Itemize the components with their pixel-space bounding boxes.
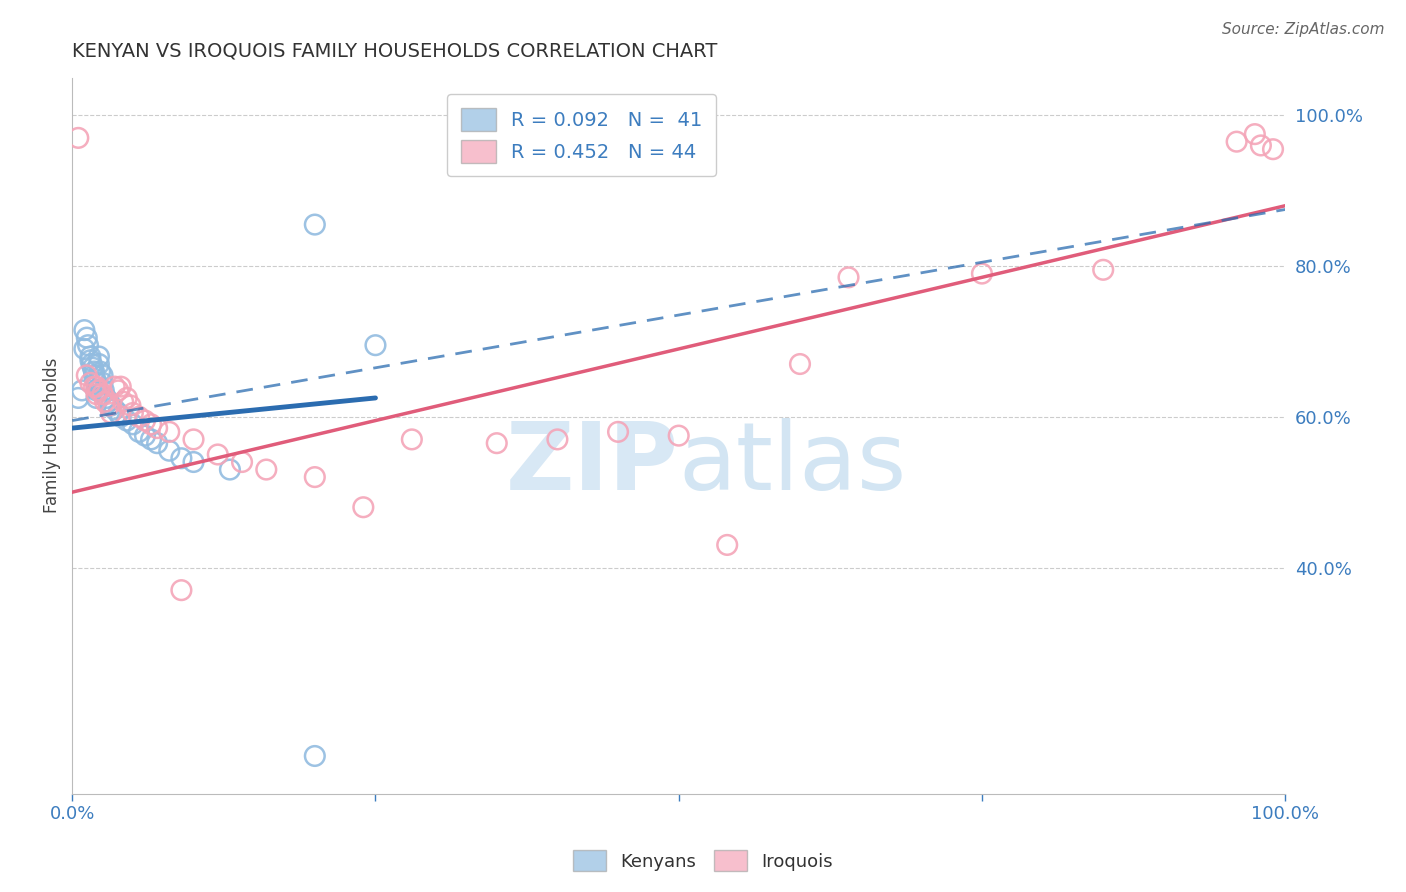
- Point: [97, 394, 120, 409]
- Point: [304, 470, 326, 484]
- Point: [170, 451, 193, 466]
- Point: [219, 462, 242, 476]
- Point: [157, 425, 180, 439]
- Point: [79, 376, 101, 390]
- Point: [67, 131, 90, 145]
- Point: [110, 409, 132, 424]
- Point: [87, 384, 110, 398]
- Point: [115, 391, 138, 405]
- Point: [128, 425, 150, 439]
- Point: [104, 402, 127, 417]
- Point: [83, 365, 105, 379]
- Point: [146, 436, 169, 450]
- Point: [170, 583, 193, 598]
- Point: [76, 331, 98, 345]
- Point: [86, 391, 108, 405]
- Point: [70, 384, 93, 398]
- Point: [84, 372, 107, 386]
- Point: [86, 376, 108, 390]
- Point: [1250, 138, 1272, 153]
- Point: [86, 379, 108, 393]
- Point: [86, 387, 108, 401]
- Legend: Kenyans, Iroquois: Kenyans, Iroquois: [567, 843, 839, 879]
- Point: [89, 365, 111, 379]
- Point: [837, 270, 859, 285]
- Text: Source: ZipAtlas.com: Source: ZipAtlas.com: [1222, 22, 1385, 37]
- Point: [1092, 262, 1115, 277]
- Point: [86, 384, 108, 398]
- Point: [67, 391, 90, 405]
- Point: [96, 391, 118, 405]
- Point: [91, 387, 114, 401]
- Point: [79, 350, 101, 364]
- Point: [91, 368, 114, 383]
- Point: [79, 353, 101, 368]
- Point: [183, 455, 205, 469]
- Point: [1261, 142, 1284, 156]
- Point: [87, 350, 110, 364]
- Legend: R = 0.092   N =  41, R = 0.452   N = 44: R = 0.092 N = 41, R = 0.452 N = 44: [447, 95, 716, 177]
- Point: [87, 357, 110, 371]
- Point: [112, 394, 135, 409]
- Point: [254, 462, 277, 476]
- Point: [77, 338, 100, 352]
- Point: [115, 413, 138, 427]
- Point: [83, 379, 105, 393]
- Point: [146, 421, 169, 435]
- Point: [107, 406, 129, 420]
- Point: [134, 428, 156, 442]
- Point: [73, 342, 96, 356]
- Point: [716, 538, 738, 552]
- Point: [80, 357, 103, 371]
- Point: [104, 379, 127, 393]
- Point: [128, 409, 150, 424]
- Point: [546, 433, 568, 447]
- Text: ZIP: ZIP: [506, 418, 679, 510]
- Point: [183, 433, 205, 447]
- Point: [139, 433, 162, 447]
- Point: [1243, 127, 1265, 141]
- Point: [668, 428, 690, 442]
- Text: atlas: atlas: [679, 418, 907, 510]
- Point: [207, 448, 229, 462]
- Point: [607, 425, 630, 439]
- Point: [91, 376, 114, 390]
- Point: [82, 360, 104, 375]
- Point: [134, 413, 156, 427]
- Point: [352, 500, 374, 515]
- Point: [110, 379, 132, 393]
- Point: [120, 399, 142, 413]
- Point: [83, 368, 105, 383]
- Point: [970, 267, 993, 281]
- Point: [401, 433, 423, 447]
- Point: [122, 406, 145, 420]
- Point: [97, 399, 120, 413]
- Point: [76, 368, 98, 383]
- Point: [231, 455, 253, 469]
- Point: [100, 399, 122, 413]
- Point: [122, 417, 145, 432]
- Point: [485, 436, 508, 450]
- Point: [139, 417, 162, 432]
- Point: [304, 749, 326, 764]
- Point: [304, 218, 326, 232]
- Point: [100, 406, 122, 420]
- Point: [94, 394, 117, 409]
- Point: [157, 443, 180, 458]
- Point: [107, 384, 129, 398]
- Point: [73, 323, 96, 337]
- Point: [789, 357, 811, 371]
- Point: [364, 338, 387, 352]
- Text: KENYAN VS IROQUOIS FAMILY HOUSEHOLDS CORRELATION CHART: KENYAN VS IROQUOIS FAMILY HOUSEHOLDS COR…: [72, 42, 717, 61]
- Point: [93, 384, 115, 398]
- Point: [1226, 135, 1249, 149]
- Y-axis label: Family Households: Family Households: [44, 358, 60, 513]
